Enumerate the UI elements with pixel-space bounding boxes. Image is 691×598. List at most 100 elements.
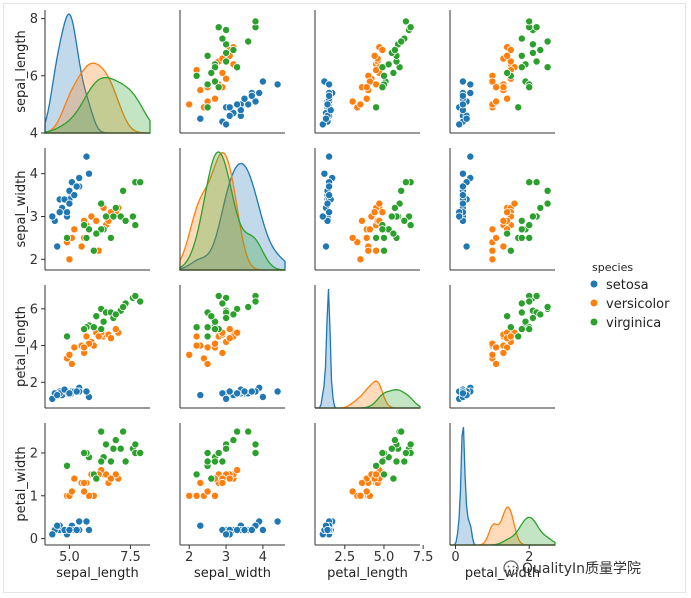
point-virginica-7	[517, 308, 526, 317]
point-versicolor-19	[492, 359, 501, 368]
point-virginica-8	[244, 427, 253, 436]
point-virginica-13	[192, 470, 201, 479]
point-virginica-14	[536, 310, 545, 319]
point-virginica-5	[63, 233, 72, 242]
point-virginica-12	[532, 23, 541, 32]
point-virginica-8	[543, 37, 552, 46]
point-virginica-14	[229, 310, 238, 319]
point-virginica-6	[121, 216, 130, 225]
point-setosa-14	[273, 80, 282, 89]
figure-frame	[3, 3, 686, 593]
point-virginica-18	[136, 297, 145, 306]
point-virginica-6	[218, 299, 227, 308]
point-virginica-16	[131, 291, 140, 300]
point-versicolor-19	[492, 233, 501, 242]
point-virginica-10	[109, 212, 118, 221]
point-setosa-19	[323, 100, 332, 109]
point-virginica-16	[131, 221, 140, 230]
point-setosa-19	[458, 100, 467, 109]
point-setosa-18	[196, 114, 205, 123]
point-setosa-8	[218, 389, 227, 398]
point-versicolor-16	[488, 77, 497, 86]
point-virginica-0	[233, 63, 242, 72]
point-virginica-13	[89, 246, 98, 255]
y-axis-label-petal_width: petal_width	[14, 446, 29, 521]
point-virginica-17	[210, 457, 219, 466]
point-setosa-5	[75, 173, 84, 182]
point-virginica-19	[389, 229, 398, 238]
point-virginica-13	[379, 470, 388, 479]
x-tick-label: 5.0	[59, 550, 80, 565]
point-versicolor-15	[225, 334, 234, 343]
point-versicolor-9	[210, 94, 219, 103]
point-versicolor-19	[492, 97, 501, 106]
point-virginica-8	[397, 37, 406, 46]
point-virginica-6	[218, 457, 227, 466]
point-setosa-16	[240, 387, 249, 396]
point-virginica-12	[532, 291, 541, 300]
point-virginica-3	[102, 212, 111, 221]
point-versicolor-19	[203, 487, 212, 496]
point-versicolor-12	[192, 341, 201, 350]
point-setosa-19	[233, 389, 242, 398]
point-virginica-6	[400, 216, 409, 225]
point-virginica-0	[97, 427, 106, 436]
y-tick-label: 2	[30, 446, 38, 461]
watermark-text: QualityIn质量学院	[522, 561, 641, 577]
point-versicolor-10	[356, 255, 365, 264]
point-versicolor-18	[492, 343, 501, 352]
point-virginica-19	[207, 474, 216, 483]
point-versicolor-18	[203, 343, 212, 352]
panel-sepal_length-vs-petal_width	[449, 10, 555, 134]
point-versicolor-12	[192, 491, 201, 500]
point-versicolor-13	[92, 216, 101, 225]
point-versicolor-10	[65, 255, 74, 264]
point-virginica-18	[401, 178, 410, 187]
x-tick-label: 2	[185, 550, 193, 565]
point-setosa-17	[247, 526, 256, 535]
point-virginica-14	[536, 46, 545, 55]
panel-petal_length-vs-petal_width	[449, 285, 555, 409]
watermark: QualityIn质量学院	[503, 560, 641, 577]
legend-title: species	[592, 261, 633, 274]
point-versicolor-17	[372, 470, 381, 479]
point-versicolor-12	[488, 246, 497, 255]
point-versicolor-3	[196, 478, 205, 487]
point-virginica-12	[131, 440, 140, 449]
point-setosa-12	[222, 530, 231, 539]
y-tick-label: 3	[30, 210, 38, 225]
y-tick-label: 2	[30, 253, 38, 268]
point-virginica-5	[372, 233, 381, 242]
point-setosa-5	[75, 517, 84, 526]
point-virginica-17	[210, 325, 219, 334]
point-virginica-6	[517, 299, 526, 308]
legend-marker-versicolor	[590, 299, 598, 307]
point-versicolor-12	[364, 246, 373, 255]
point-versicolor-2	[225, 325, 234, 334]
point-setosa-17	[247, 91, 256, 100]
point-versicolor-14	[218, 478, 227, 487]
x-axis-label-sepal_width: sepal_width	[194, 566, 271, 581]
point-versicolor-9	[70, 474, 79, 483]
point-versicolor-16	[210, 491, 219, 500]
point-virginica-17	[378, 63, 387, 72]
point-virginica-11	[82, 233, 91, 242]
point-virginica-17	[378, 225, 387, 234]
y-tick-label: 0	[30, 532, 38, 547]
x-tick-label: 3	[222, 550, 230, 565]
point-versicolor-17	[506, 332, 515, 341]
point-virginica-6	[517, 34, 526, 43]
point-setosa-16	[70, 191, 79, 200]
y-tick-label: 2	[30, 376, 38, 391]
point-setosa-16	[240, 526, 249, 535]
point-virginica-10	[528, 313, 537, 322]
x-tick-label: 5.0	[374, 550, 395, 565]
point-virginica-7	[517, 51, 526, 60]
point-setosa-17	[72, 182, 81, 191]
point-setosa-14	[82, 517, 91, 526]
point-setosa-16	[240, 94, 249, 103]
point-setosa-17	[247, 387, 256, 396]
point-setosa-12	[455, 212, 464, 221]
point-virginica-7	[106, 233, 115, 242]
